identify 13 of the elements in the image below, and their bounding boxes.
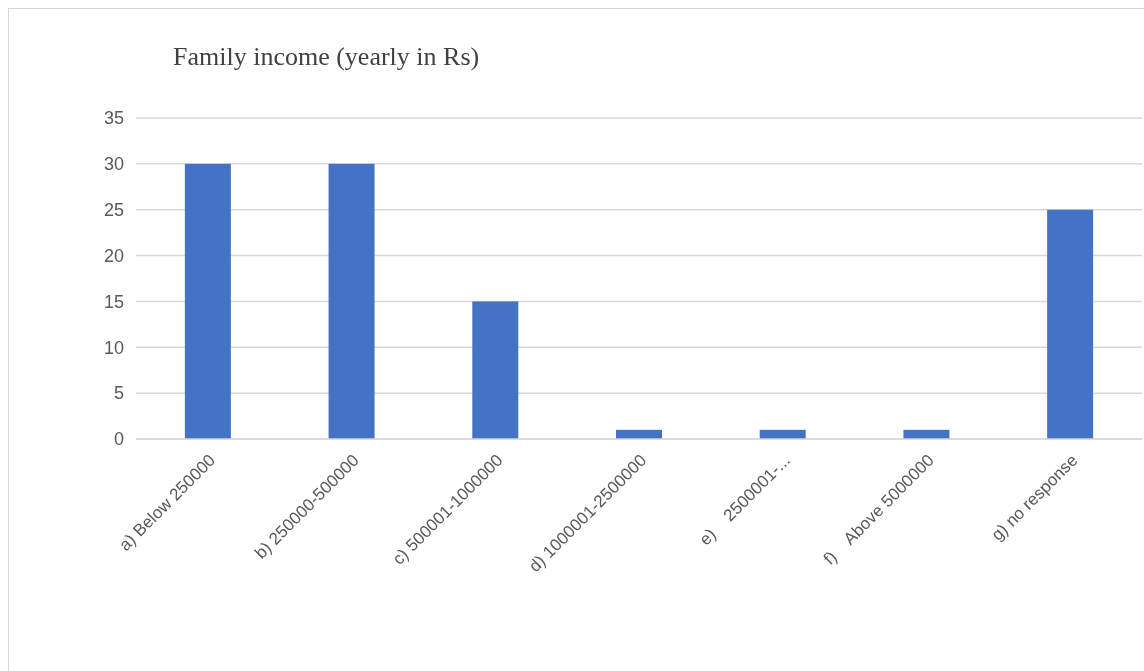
bar [472,301,519,439]
bar [328,163,375,439]
y-tick-label: 15 [103,291,124,312]
bar [1047,209,1094,439]
y-tick-label: 10 [103,337,124,358]
y-tick-label: 0 [113,429,124,450]
y-tick-label: 35 [103,108,124,129]
chart-title: Family income (yearly in Rs) [173,42,480,71]
y-tick-label: 25 [103,200,124,221]
y-tick-label: 30 [103,154,124,175]
bar [184,163,231,439]
y-tick-label: 5 [113,383,124,404]
y-tick-label: 20 [103,245,124,266]
